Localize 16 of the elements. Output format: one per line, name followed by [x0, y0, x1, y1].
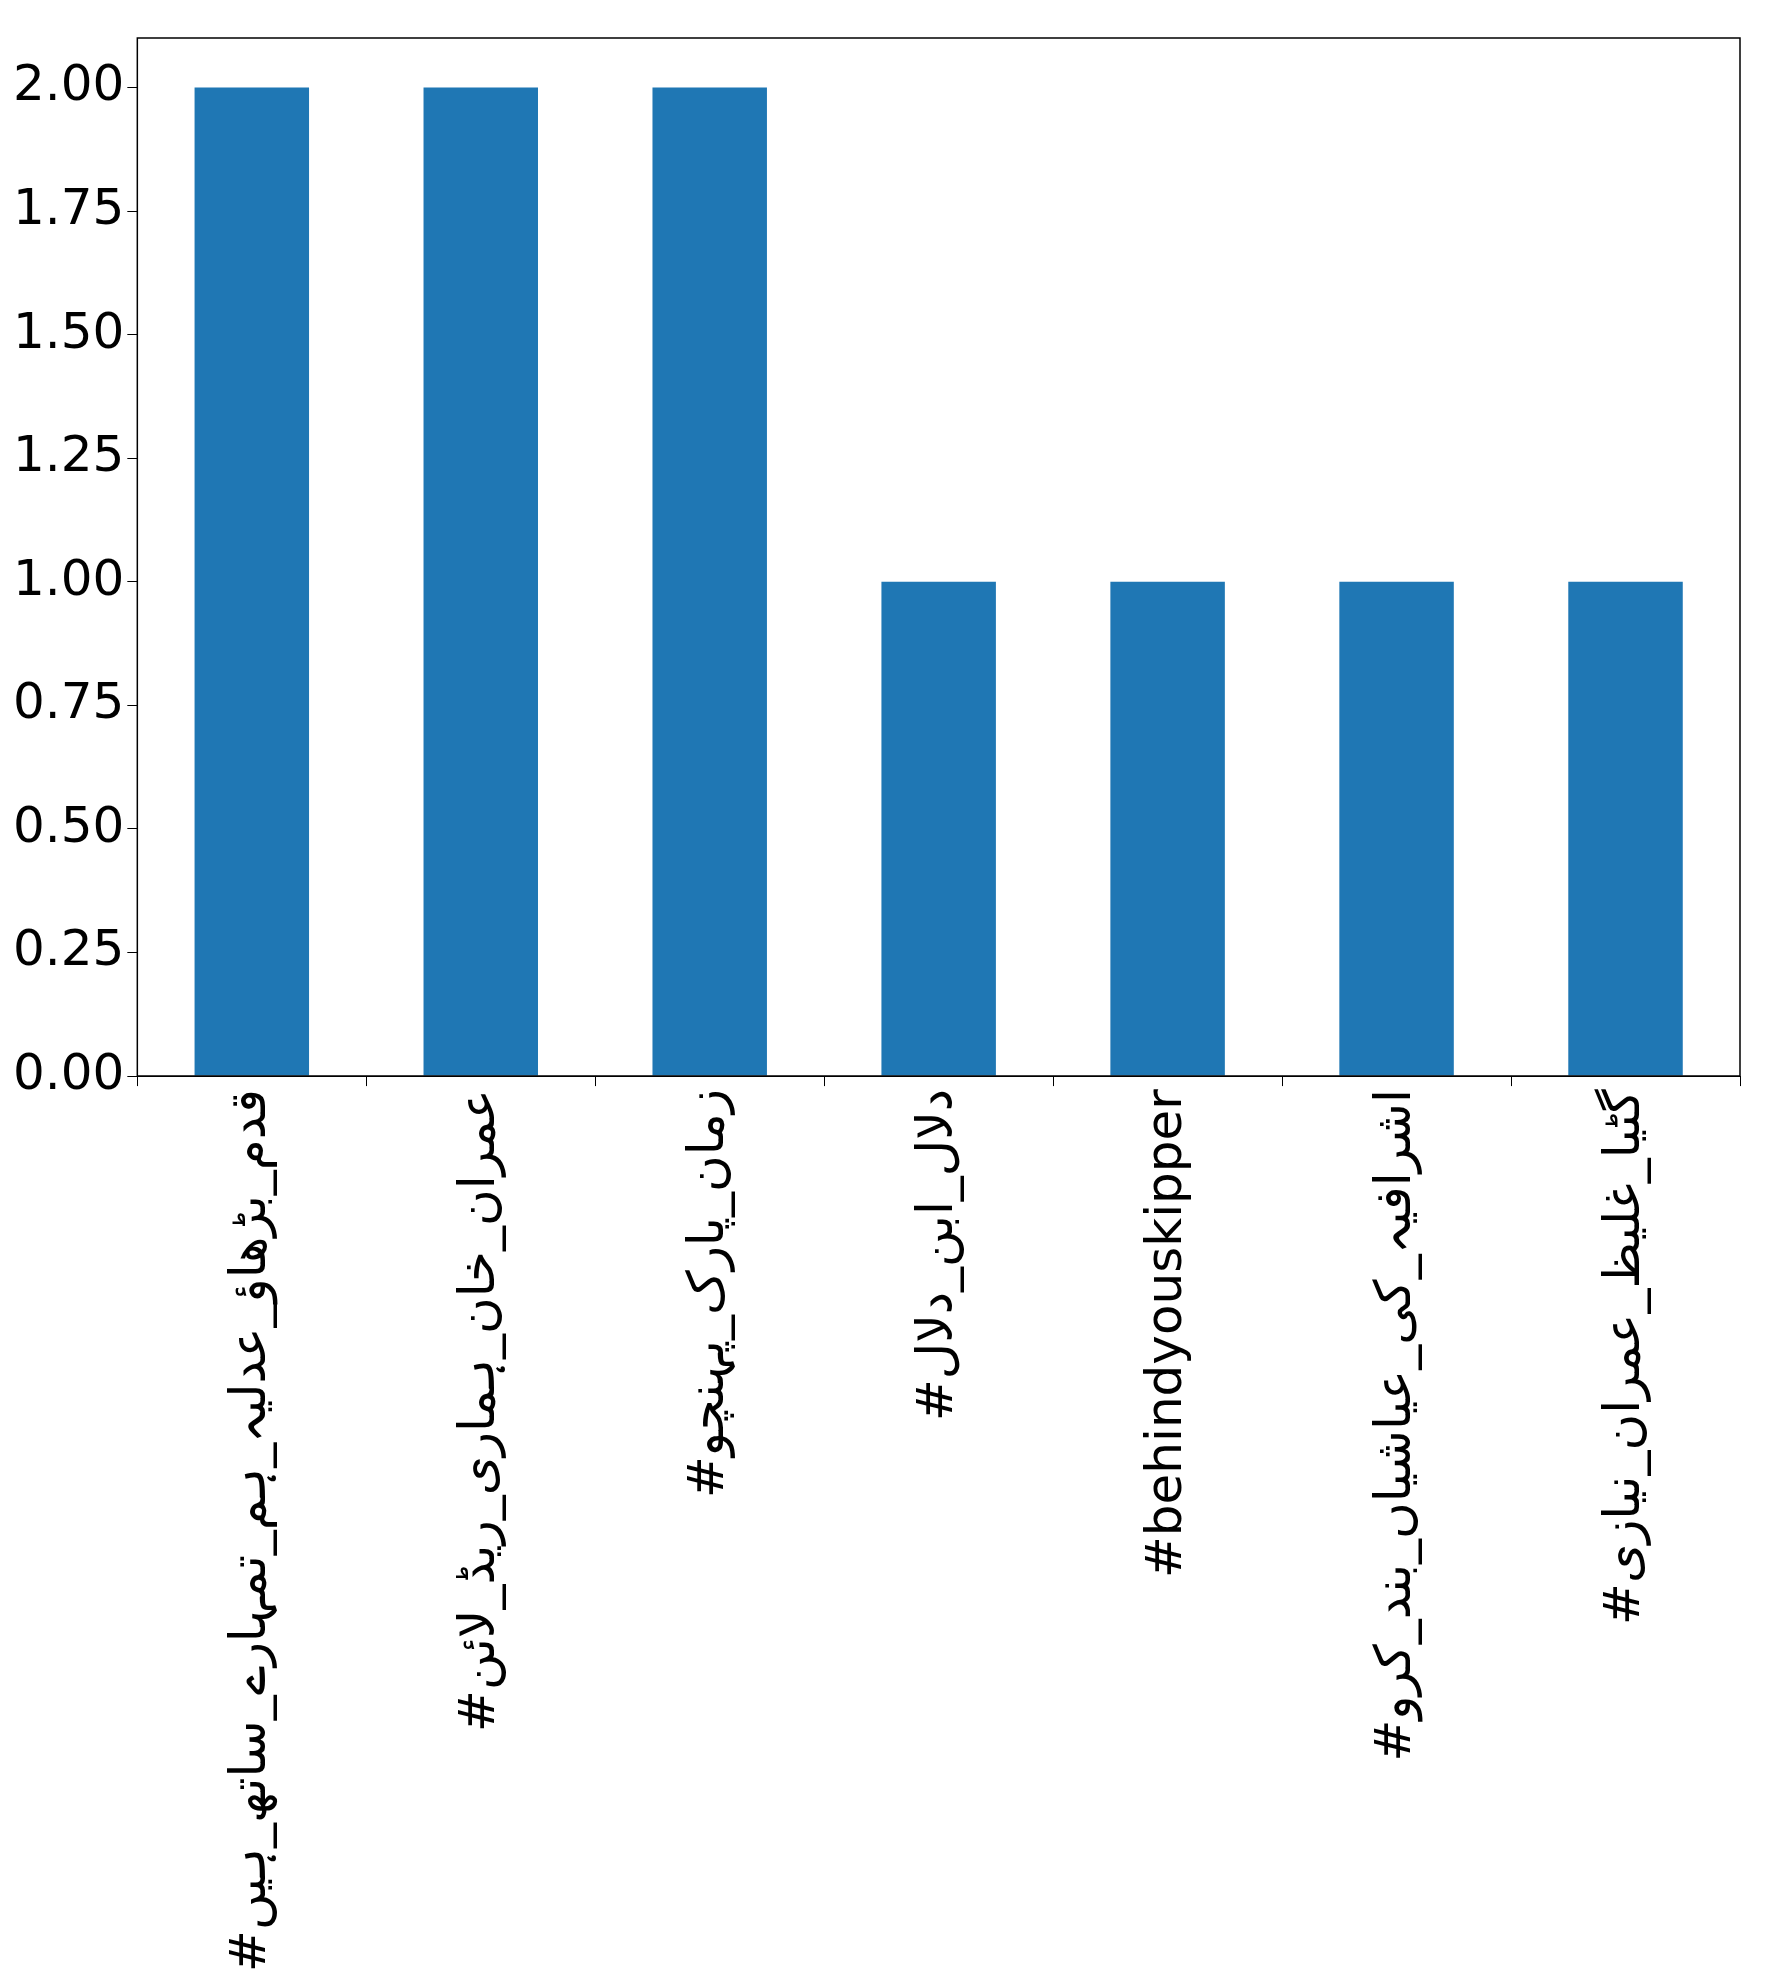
y-tick-label: 1.50	[13, 301, 125, 360]
x-tick-label: #گٹیا_غلیظ_عمران_نیازی	[1592, 1088, 1651, 1625]
x-tick-label: #اشرافیہ_کی_عیاشیاں_بند_کرو	[1363, 1089, 1423, 1762]
x-tick-label: #زمان_پارک_پہنچو	[676, 1089, 735, 1499]
y-tick-label: 0.25	[13, 919, 125, 978]
x-tick-label: #عمران_خان_ہماری_ریڈ_لائن	[447, 1089, 506, 1733]
y-tick-label: 1.00	[13, 548, 125, 607]
x-tick-label: #قدم_بڑھاؤ_عدلیہ_ہم_تمہارے_ساتھ_ہیں	[218, 1089, 278, 1973]
x-tick-label: #behindyouskipper	[1134, 1088, 1193, 1579]
x-tick-label: #دلال_ابن_دلال	[905, 1089, 964, 1422]
y-tick-label: 1.25	[13, 425, 125, 484]
y-tick-label: 1.75	[13, 178, 125, 236]
y-tick-label: 0.75	[13, 672, 125, 731]
y-tick-label: 0.00	[13, 1043, 125, 1102]
y-tick-label: 0.50	[13, 795, 125, 854]
y-tick-label: 2.00	[13, 54, 125, 113]
